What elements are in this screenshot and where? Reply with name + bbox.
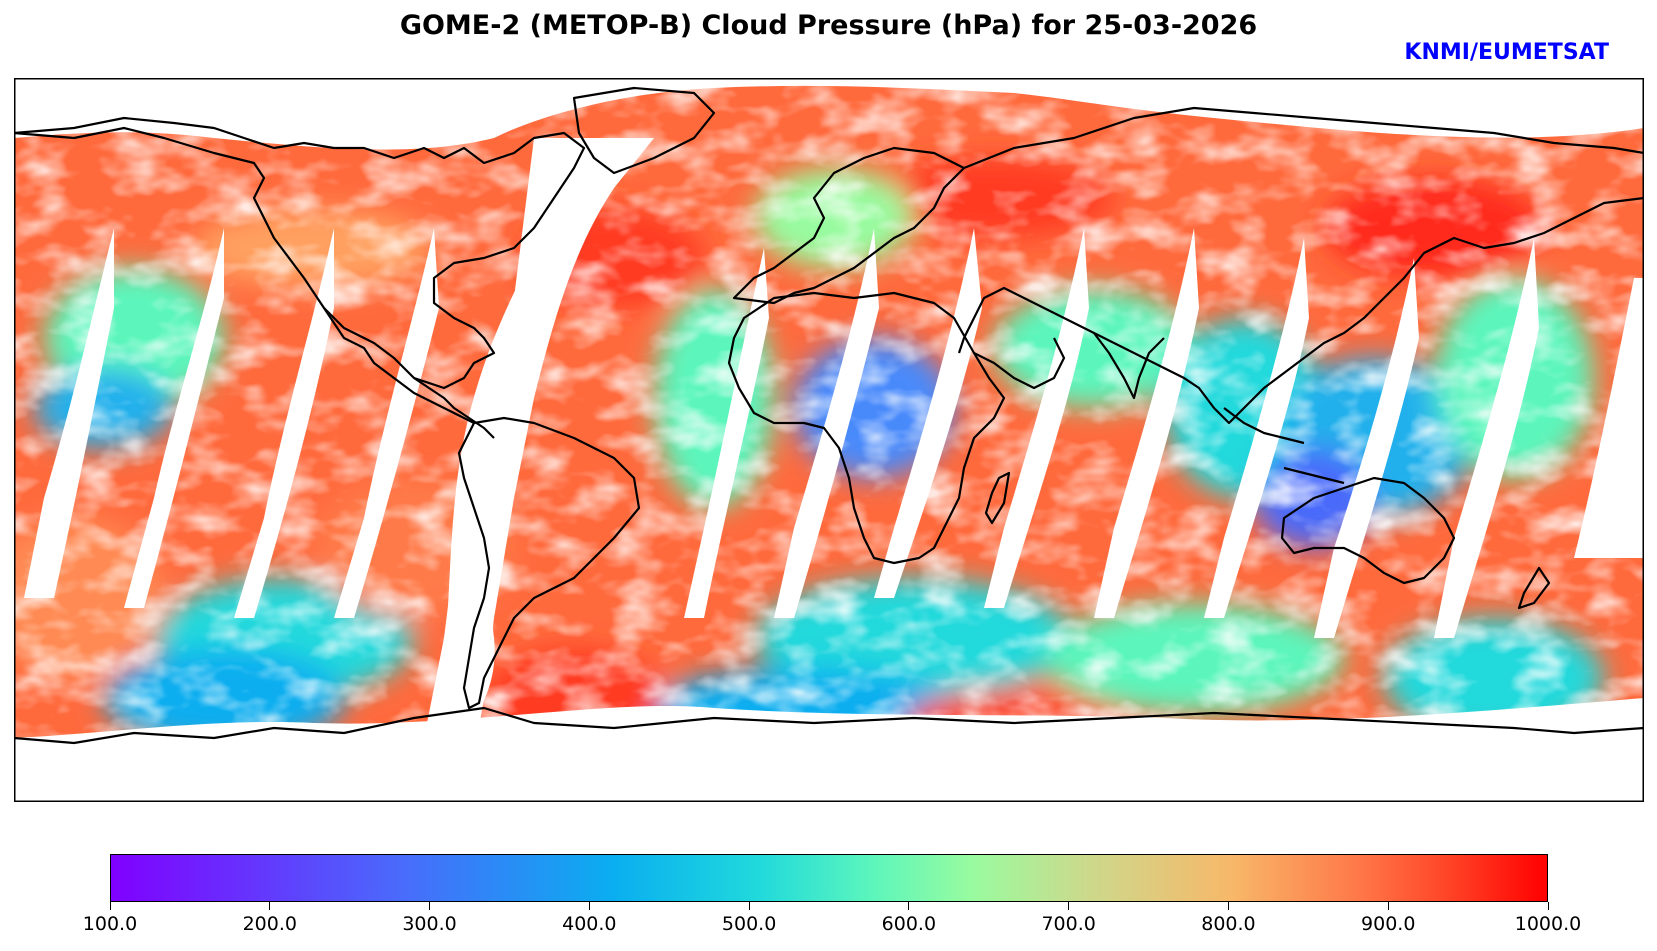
map-title: GOME-2 (METOP-B) Cloud Pressure (hPa) fo… (399, 10, 1258, 41)
coastlines (14, 86, 1644, 745)
colorbar-tick (269, 902, 271, 910)
colorbar-tick (1547, 902, 1549, 910)
colorbar-tick-label: 1000.0 (1514, 913, 1582, 935)
colorbar-tick-label: 500.0 (721, 913, 777, 935)
colorbar-tick-label: 700.0 (1041, 913, 1096, 935)
credit-label: KNMI/EUMETSAT (1404, 40, 1609, 65)
colorbar-tick (1068, 902, 1070, 910)
colorbar-tick-label: 200.0 (242, 913, 297, 935)
colorbar-tick-label: 100.0 (82, 913, 138, 935)
map-frame (14, 78, 1644, 802)
colorbar-tick (109, 902, 111, 910)
polar-nodata (14, 78, 1644, 802)
colorbar-tick-label: 400.0 (562, 913, 617, 935)
colorbar-tick (748, 902, 750, 910)
colorbar-tick (1387, 902, 1389, 910)
colorbar-tick (429, 902, 431, 910)
colorbar-tick-label: 300.0 (402, 913, 457, 935)
colorbar-tick-label: 600.0 (881, 913, 937, 935)
colorbar-tick (588, 902, 590, 910)
colorbar-tick (1227, 902, 1229, 910)
colorbar-tick (908, 902, 910, 910)
colorbar-tick-label: 900.0 (1361, 913, 1416, 935)
colorbar-tick-label: 800.0 (1201, 913, 1256, 935)
colorbar (110, 854, 1548, 902)
cloud-pressure-map (14, 78, 1644, 802)
